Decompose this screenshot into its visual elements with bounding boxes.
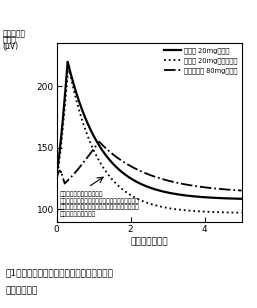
Text: 微少熱量計: 微少熱量計 [3,30,26,38]
Text: (μV): (μV) [3,42,19,51]
Text: の影響: の影響 [5,287,37,296]
Legend: 生ごみ 20mg・密栓, 生ごみ 20mg・密栓せず, 豚ふん堆肂 80mg・密栓: 生ごみ 20mg・密栓, 生ごみ 20mg・密栓せず, 豚ふん堆肂 80mg・密… [163,47,238,76]
X-axis label: 経過時間（日）: 経過時間（日） [130,238,168,247]
Text: 測定値: 測定値 [3,36,16,45]
Text: 図1．　微少熱量計での発熱パターンと密栓: 図1． 微少熱量計での発熱パターンと密栓 [5,268,113,277]
Text: 気化熱により値が低く出る
総発熱量を計算する際に発熱終了時の値をベース
ラインとして用いるため、ベースラインが下がる
と計算値が大きくなる: 気化熱により値が低く出る 総発熱量を計算する際に発熱終了時の値をベース ラインと… [60,191,139,217]
